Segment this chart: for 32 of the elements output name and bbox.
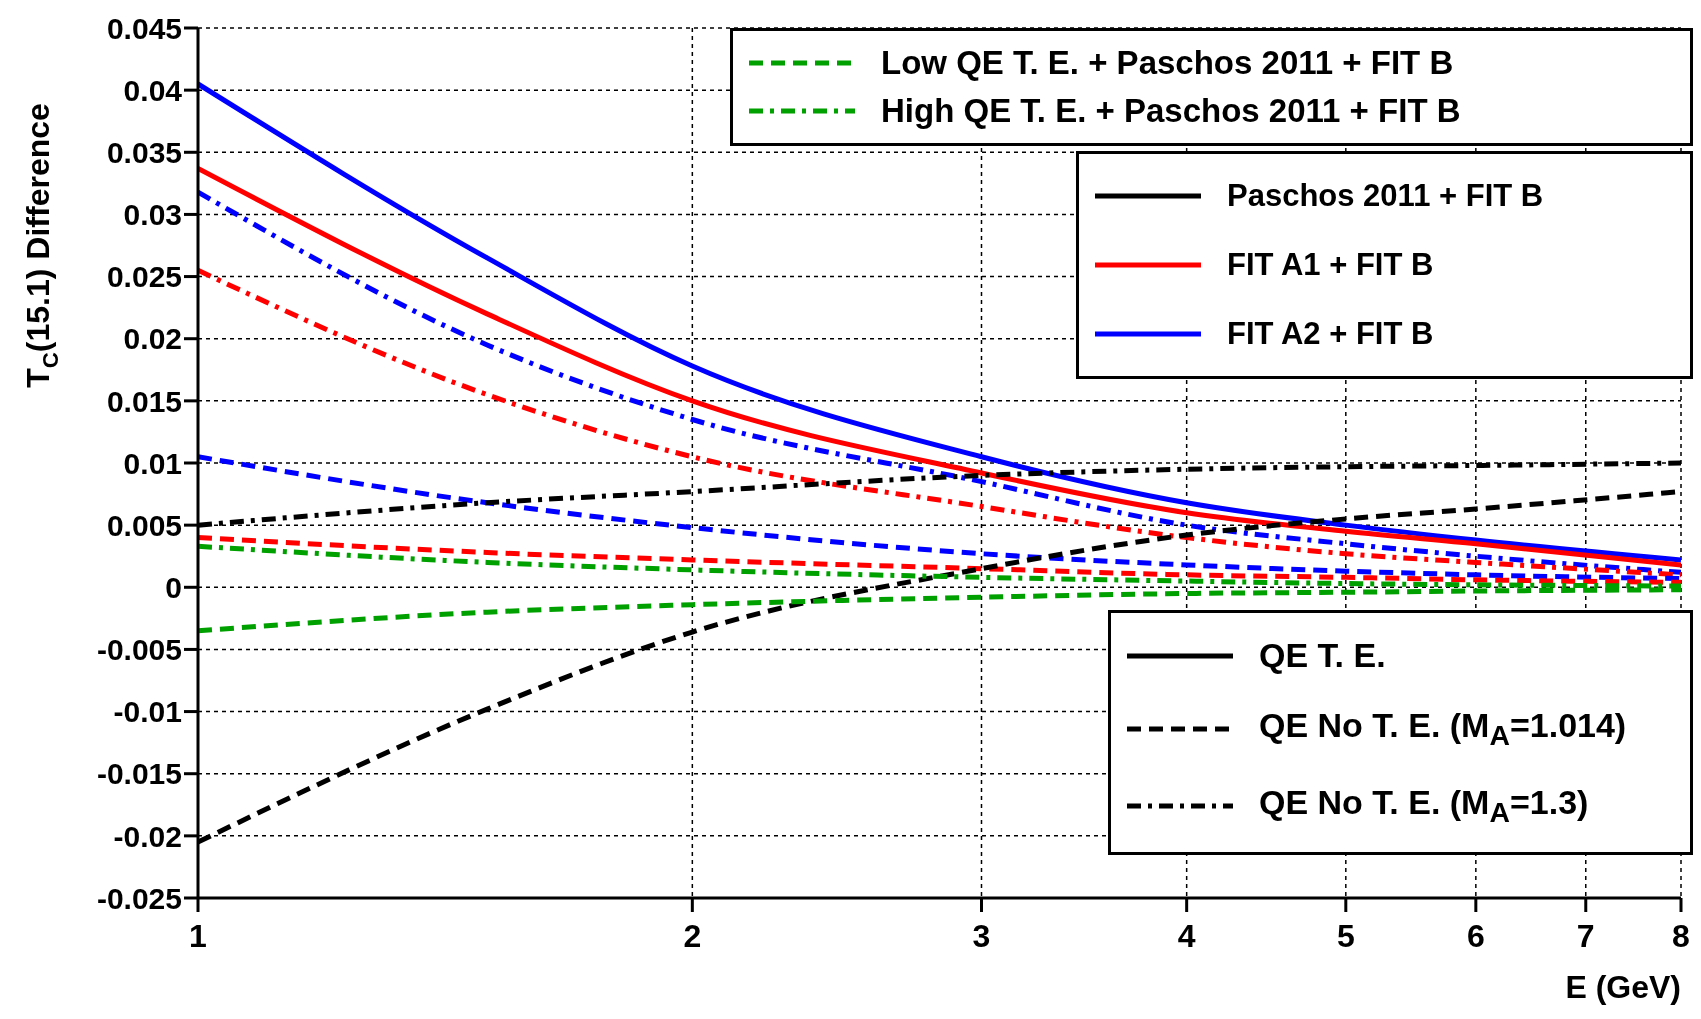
annotation: QE No T. E. (M$_{A}$=1.014) bbox=[1259, 706, 1627, 752]
x-axis-title: E (GeV) bbox=[1565, 969, 1681, 1005]
annotation: FIT A1 + FIT B bbox=[1227, 246, 1434, 283]
y-tick-label: 0.02 bbox=[123, 322, 182, 356]
y-tick-label: 0.025 bbox=[106, 260, 182, 294]
x-tick-label: 7 bbox=[1576, 917, 1595, 954]
annotation: QE No T. E. (M$_{A}$=1.3) bbox=[1259, 782, 1589, 829]
x-tick-label: 2 bbox=[683, 917, 702, 954]
x-tick-label: 5 bbox=[1336, 917, 1355, 954]
y-tick-label: 0.035 bbox=[106, 135, 182, 169]
y-tick-label: 0.04 bbox=[123, 73, 183, 107]
annotation: Paschos 2011 + FIT B bbox=[1227, 178, 1544, 215]
x-tick-label: 1 bbox=[189, 917, 207, 954]
annotation: Low QE T. E. + Paschos 2011 + FIT B bbox=[881, 44, 1454, 82]
y-tick-label: 0.03 bbox=[123, 198, 182, 232]
y-tick-label: -0.025 bbox=[96, 881, 182, 915]
y-tick-label: 0.005 bbox=[106, 508, 182, 542]
y-tick-label: 0.01 bbox=[123, 446, 182, 480]
y-tick-label: 0.015 bbox=[106, 384, 182, 418]
annotation: QE T. E. bbox=[1259, 636, 1386, 676]
annotation: High QE T. E. + Paschos 2011 + FIT B bbox=[881, 92, 1461, 130]
x-tick-label: 4 bbox=[1177, 917, 1196, 954]
y-tick-label: -0.02 bbox=[113, 819, 182, 853]
y-tick-label: 0.045 bbox=[106, 11, 182, 45]
x-tick-label: 3 bbox=[972, 917, 991, 954]
y-tick-label: 0 bbox=[165, 570, 182, 604]
y-tick-label: -0.015 bbox=[96, 757, 182, 791]
x-tick-label: 6 bbox=[1466, 917, 1485, 954]
y-tick-label: -0.005 bbox=[96, 633, 182, 667]
annotation: FIT A2 + FIT B bbox=[1227, 315, 1434, 352]
y-tick-label: -0.01 bbox=[113, 695, 182, 729]
x-tick-label: 8 bbox=[1672, 917, 1690, 954]
